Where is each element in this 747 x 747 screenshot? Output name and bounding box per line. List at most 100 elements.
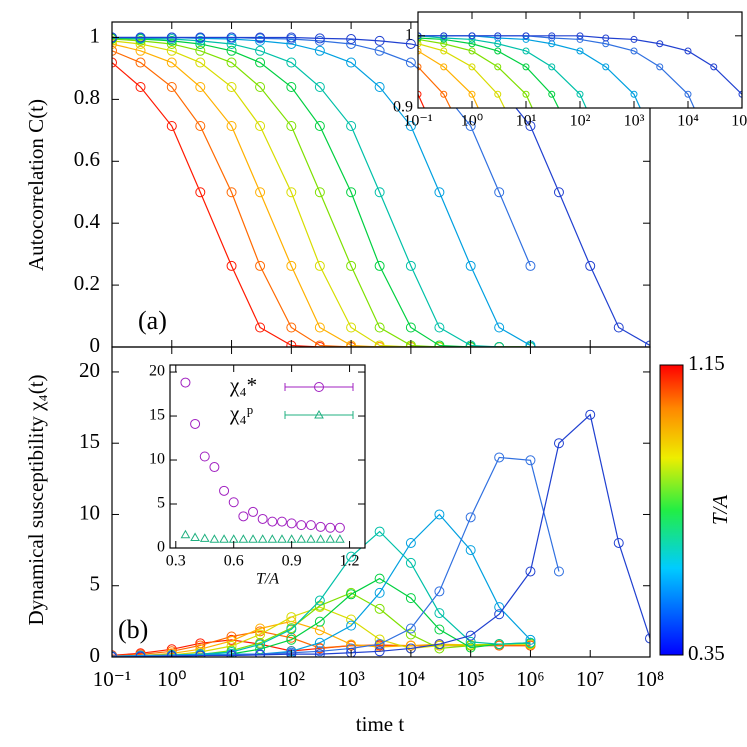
data-point	[135, 32, 146, 43]
data-point	[314, 649, 325, 657]
data-point	[548, 34, 556, 42]
data-point	[296, 520, 307, 531]
series-line	[112, 36, 650, 346]
data-point	[525, 121, 536, 131]
data-point	[525, 260, 536, 271]
data-point	[522, 90, 530, 98]
data-point	[739, 566, 745, 572]
data-point	[374, 322, 385, 333]
colorbar-tick-label: 0.35	[688, 641, 725, 665]
data-point	[190, 418, 201, 429]
data-point	[548, 32, 556, 40]
x-tick-label: 0.9	[282, 553, 302, 570]
data-point	[585, 409, 596, 420]
data-point	[195, 57, 206, 68]
x-tick-label: 10⁵	[457, 667, 485, 691]
data-point	[465, 121, 476, 131]
data-point	[255, 639, 266, 650]
y-tick-label: 0.2	[74, 271, 100, 295]
series-line	[418, 35, 587, 108]
data-point	[405, 623, 416, 634]
data-point	[306, 534, 316, 543]
data-point	[603, 148, 609, 154]
data-point	[334, 522, 345, 533]
data-point	[276, 516, 287, 527]
data-point	[645, 633, 650, 644]
x-tick-label: 10¹	[516, 113, 537, 130]
panel-label: (a)	[138, 306, 167, 335]
data-point	[195, 35, 206, 46]
legend-marker	[314, 409, 324, 419]
data-point	[166, 32, 177, 43]
x-tick-label: 10⁸	[636, 667, 664, 691]
data-point	[576, 90, 584, 98]
data-point	[440, 32, 448, 40]
data-point	[495, 394, 501, 400]
data-point	[468, 35, 476, 43]
data-point	[314, 322, 325, 333]
x-tick-label: 10²	[278, 667, 305, 691]
y-axis-label: Autocorrelation C(t)	[24, 99, 48, 271]
data-point	[685, 566, 691, 572]
data-point	[195, 187, 206, 198]
series-line	[112, 606, 531, 657]
data-point	[465, 512, 476, 523]
series-line	[112, 62, 531, 347]
data-point	[112, 38, 117, 49]
y-tick-label: 20	[149, 363, 165, 380]
data-point	[657, 709, 663, 715]
y-tick-label: 0.8	[74, 85, 100, 109]
data-point	[685, 239, 691, 245]
data-point	[374, 187, 385, 198]
x-tick-label: 10³	[337, 667, 364, 691]
series-line	[418, 43, 506, 108]
data-point	[602, 63, 610, 71]
data-point	[405, 38, 416, 49]
data-point	[440, 90, 448, 98]
data-point	[238, 511, 249, 522]
data-point	[374, 35, 385, 46]
data-point	[314, 646, 325, 657]
data-point	[286, 32, 297, 43]
data-point	[219, 485, 230, 496]
y-tick-label: 10	[149, 451, 165, 468]
data-point	[248, 534, 258, 543]
colorbar-label: T/A	[708, 495, 732, 526]
data-point	[630, 35, 638, 43]
x-tick-label: 10¹	[218, 667, 245, 691]
data-point	[603, 566, 609, 572]
data-point	[738, 90, 742, 98]
data-point	[711, 148, 717, 154]
x-tick-label: 10²	[570, 113, 591, 130]
data-point	[522, 47, 530, 55]
data-point	[434, 608, 445, 619]
x-tick-label: 10⁻¹	[403, 113, 432, 130]
data-point	[286, 649, 297, 657]
data-point	[286, 518, 297, 529]
data-point	[277, 534, 287, 543]
data-point	[255, 57, 266, 68]
data-point	[549, 239, 555, 245]
data-point	[418, 63, 422, 71]
data-point	[656, 40, 664, 48]
y-tick-label: 10	[79, 500, 100, 524]
data-point	[405, 121, 416, 131]
data-point	[465, 636, 476, 647]
data-point	[577, 566, 583, 572]
data-point	[577, 148, 583, 154]
data-point	[199, 451, 210, 462]
colorbar	[659, 364, 684, 656]
data-point	[468, 63, 476, 71]
axes-frame	[111, 346, 651, 658]
data-point	[374, 82, 385, 92]
data-point	[549, 148, 555, 154]
data-point	[613, 322, 624, 333]
data-point	[166, 57, 177, 68]
data-point	[257, 513, 268, 524]
data-point	[325, 522, 336, 533]
series-line	[418, 35, 742, 96]
data-point	[468, 40, 476, 48]
x-tick-label: 1.2	[340, 553, 360, 570]
data-point	[418, 34, 422, 42]
y-tick-label: 0	[90, 643, 101, 667]
